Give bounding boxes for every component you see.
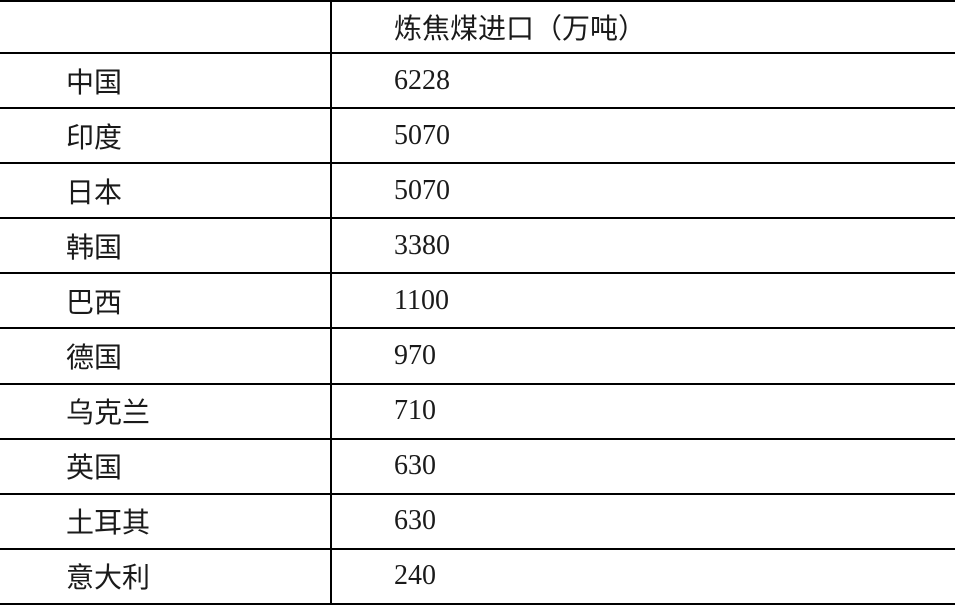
table-body: 中国 6228 印度 5070 日本 5070 韩国 3380 巴西 1100 德国 970 乌克兰 71… [0, 51, 955, 605]
table-row: 德国 970 [0, 327, 955, 385]
country-cell: 巴西 [0, 272, 332, 330]
country-cell: 英国 [0, 437, 332, 495]
value-cell: 970 [331, 327, 955, 385]
header-cell-country [0, 0, 332, 54]
country-cell: 印度 [0, 107, 332, 165]
country-cell: 土耳其 [0, 492, 332, 550]
table-row: 巴西 1100 [0, 272, 955, 330]
country-cell: 日本 [0, 162, 332, 220]
table-row: 土耳其 630 [0, 492, 955, 550]
value-cell: 5070 [331, 162, 955, 220]
country-cell: 乌克兰 [0, 382, 332, 440]
header-cell-value: 炼焦煤进口（万吨） [331, 0, 955, 54]
country-cell: 德国 [0, 327, 332, 385]
value-cell: 710 [331, 382, 955, 440]
table-row: 乌克兰 710 [0, 382, 955, 440]
value-cell: 240 [331, 547, 955, 605]
table-row: 日本 5070 [0, 162, 955, 220]
table-row: 英国 630 [0, 437, 955, 495]
value-cell: 630 [331, 492, 955, 550]
country-cell: 中国 [0, 51, 332, 110]
value-cell: 1100 [331, 272, 955, 330]
country-cell: 意大利 [0, 547, 332, 605]
value-cell: 3380 [331, 217, 955, 275]
table-row: 韩国 3380 [0, 217, 955, 275]
value-cell: 5070 [331, 107, 955, 165]
table-row: 中国 6228 [0, 51, 955, 110]
table-row: 意大利 240 [0, 547, 955, 605]
table-row: 印度 5070 [0, 107, 955, 165]
country-cell: 韩国 [0, 217, 332, 275]
value-cell: 6228 [331, 51, 955, 110]
value-cell: 630 [331, 437, 955, 495]
table-header-row: 炼焦煤进口（万吨） [0, 0, 955, 54]
